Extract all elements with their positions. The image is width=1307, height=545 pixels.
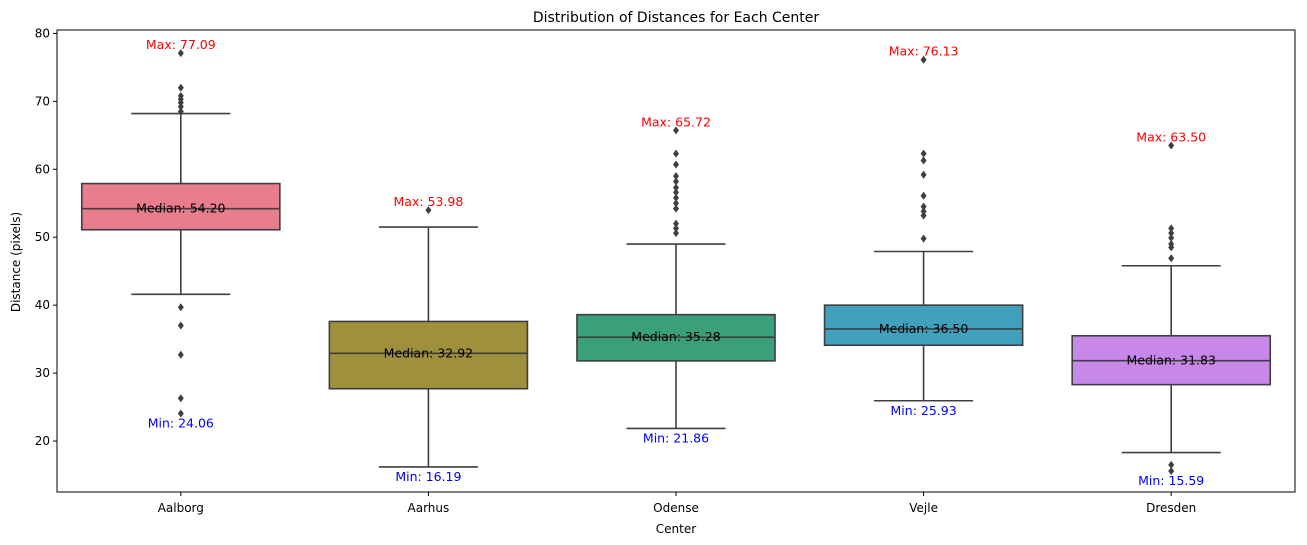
outlier-point bbox=[1168, 141, 1175, 150]
outlier-point bbox=[177, 394, 184, 403]
outlier-point bbox=[177, 321, 184, 330]
outlier-point bbox=[1168, 460, 1175, 469]
outlier-point bbox=[673, 172, 679, 181]
outlier-point bbox=[673, 160, 679, 169]
outlier-point bbox=[177, 350, 184, 359]
outlier-point bbox=[1168, 229, 1175, 238]
x-axis-label: Center bbox=[656, 522, 696, 536]
x-tick-label: Dresden bbox=[1146, 501, 1196, 515]
y-tick-label: 50 bbox=[35, 230, 50, 244]
max-annotation: Max: 65.72 bbox=[641, 114, 711, 129]
outlier-point bbox=[673, 177, 679, 186]
outlier-point bbox=[177, 98, 184, 107]
outlier-point bbox=[1168, 243, 1175, 252]
median-annotation: Median: 31.83 bbox=[1126, 353, 1215, 368]
y-tick-label: 80 bbox=[35, 26, 50, 40]
min-annotation: Min: 16.19 bbox=[395, 469, 461, 484]
outlier-point bbox=[673, 193, 679, 202]
plot-frame bbox=[56, 29, 1296, 493]
outlier-point bbox=[673, 199, 679, 208]
x-tick-label: Vejle bbox=[909, 501, 938, 515]
max-annotation: Max: 53.98 bbox=[393, 194, 463, 209]
outlier-point bbox=[920, 207, 927, 216]
outlier-point bbox=[177, 409, 184, 418]
median-annotation: Median: 36.50 bbox=[879, 321, 968, 336]
box-aalborg bbox=[80, 182, 281, 231]
plot-area: 20 30 40 50 60 70 80 Aalborg Max: 77.09 Median: 5… bbox=[35, 26, 1272, 515]
y-tick-label: 70 bbox=[35, 94, 50, 108]
outlier-point bbox=[673, 229, 679, 238]
y-axis-label: Distance (pixels) bbox=[9, 212, 23, 312]
y-tick-label: 60 bbox=[35, 162, 50, 176]
outlier-point bbox=[673, 224, 679, 233]
outlier-point bbox=[1168, 224, 1175, 233]
outlier-point bbox=[920, 211, 927, 220]
outlier-point bbox=[920, 156, 927, 165]
min-annotation: Min: 21.86 bbox=[643, 430, 709, 445]
chart-title: Distribution of Distances for Each Cente… bbox=[533, 10, 820, 26]
outlier-point bbox=[673, 188, 679, 197]
x-tick-label: Odense bbox=[653, 501, 699, 515]
y-tick-label: 30 bbox=[35, 366, 50, 380]
y-tick-label: 40 bbox=[35, 298, 50, 312]
x-tick-label: Aarhus bbox=[408, 501, 450, 515]
max-annotation: Max: 76.13 bbox=[889, 44, 959, 59]
outlier-point bbox=[920, 234, 927, 243]
min-annotation: Min: 15.59 bbox=[1138, 473, 1204, 488]
median-annotation: Median: 54.20 bbox=[136, 201, 225, 216]
outlier-point bbox=[673, 149, 679, 158]
outlier-point bbox=[673, 183, 679, 192]
box-aarhus bbox=[328, 320, 529, 390]
outlier-point bbox=[920, 55, 927, 64]
max-annotation: Max: 77.09 bbox=[146, 37, 216, 52]
outlier-point bbox=[920, 202, 927, 211]
median-annotation: Median: 32.92 bbox=[384, 345, 473, 360]
outlier-point bbox=[177, 107, 184, 116]
outlier-point bbox=[673, 219, 679, 228]
outlier-point bbox=[673, 126, 679, 135]
max-annotation: Max: 63.50 bbox=[1136, 130, 1206, 145]
outlier-point bbox=[920, 149, 927, 158]
outlier-point bbox=[177, 303, 184, 312]
outlier-point bbox=[1168, 233, 1175, 242]
outlier-point bbox=[177, 102, 184, 111]
median-annotation: Median: 35.28 bbox=[631, 329, 720, 344]
outlier-point bbox=[920, 170, 927, 179]
x-tick-label: Aalborg bbox=[158, 501, 204, 515]
min-annotation: Min: 25.93 bbox=[891, 403, 957, 418]
outlier-point bbox=[920, 191, 927, 200]
outlier-point bbox=[425, 206, 432, 215]
y-tick-label: 20 bbox=[35, 434, 50, 448]
outlier-point bbox=[1168, 467, 1175, 476]
outlier-point bbox=[177, 49, 184, 58]
outlier-point bbox=[177, 83, 184, 92]
box-vejle bbox=[823, 304, 1024, 347]
min-annotation: Min: 24.06 bbox=[148, 415, 214, 430]
outlier-point bbox=[673, 204, 679, 213]
outlier-point bbox=[1168, 254, 1175, 263]
